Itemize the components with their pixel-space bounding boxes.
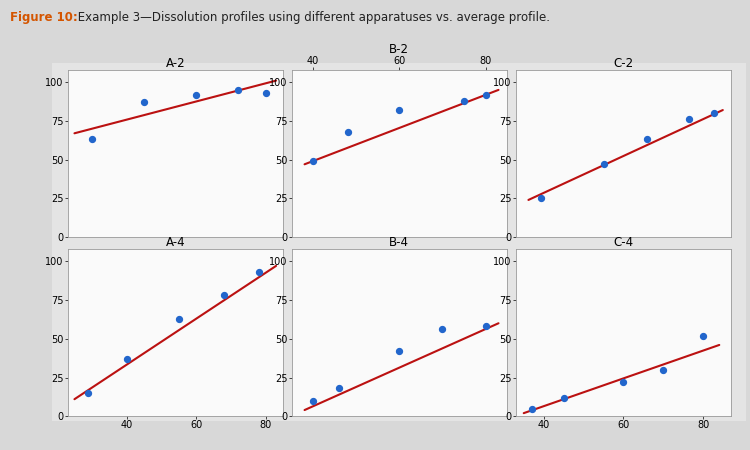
Point	[698, 332, 709, 339]
Title: B-2: B-2	[389, 43, 410, 56]
Point	[658, 366, 670, 373]
Title: A-2: A-2	[166, 57, 185, 70]
Point	[558, 394, 570, 401]
Point	[172, 315, 184, 322]
Title: C-4: C-4	[614, 236, 634, 249]
Point	[640, 136, 652, 143]
Point	[232, 86, 244, 94]
Title: B-4: B-4	[389, 236, 410, 249]
Point	[190, 91, 202, 98]
Point	[218, 292, 230, 299]
Point	[253, 269, 265, 276]
Point	[308, 397, 320, 405]
Text: Figure 10:: Figure 10:	[10, 11, 77, 24]
Title: C-2: C-2	[614, 57, 634, 70]
Point	[308, 158, 320, 165]
Point	[393, 107, 405, 114]
Point	[393, 347, 405, 355]
Point	[121, 356, 133, 363]
Point	[138, 99, 150, 106]
Text: Example 3—Dissolution profiles using different apparatuses vs. average profile.: Example 3—Dissolution profiles using dif…	[74, 11, 550, 24]
Title: A-4: A-4	[166, 236, 185, 249]
Point	[260, 90, 272, 97]
Point	[342, 128, 354, 135]
Point	[82, 389, 94, 396]
Point	[598, 161, 610, 168]
Point	[708, 109, 720, 117]
Point	[479, 323, 491, 330]
Point	[535, 195, 547, 202]
Point	[86, 136, 98, 143]
Point	[526, 405, 538, 412]
Point	[683, 116, 695, 123]
Point	[333, 385, 345, 392]
Point	[617, 378, 629, 386]
Point	[458, 97, 470, 104]
Point	[436, 326, 448, 333]
Point	[479, 91, 491, 98]
